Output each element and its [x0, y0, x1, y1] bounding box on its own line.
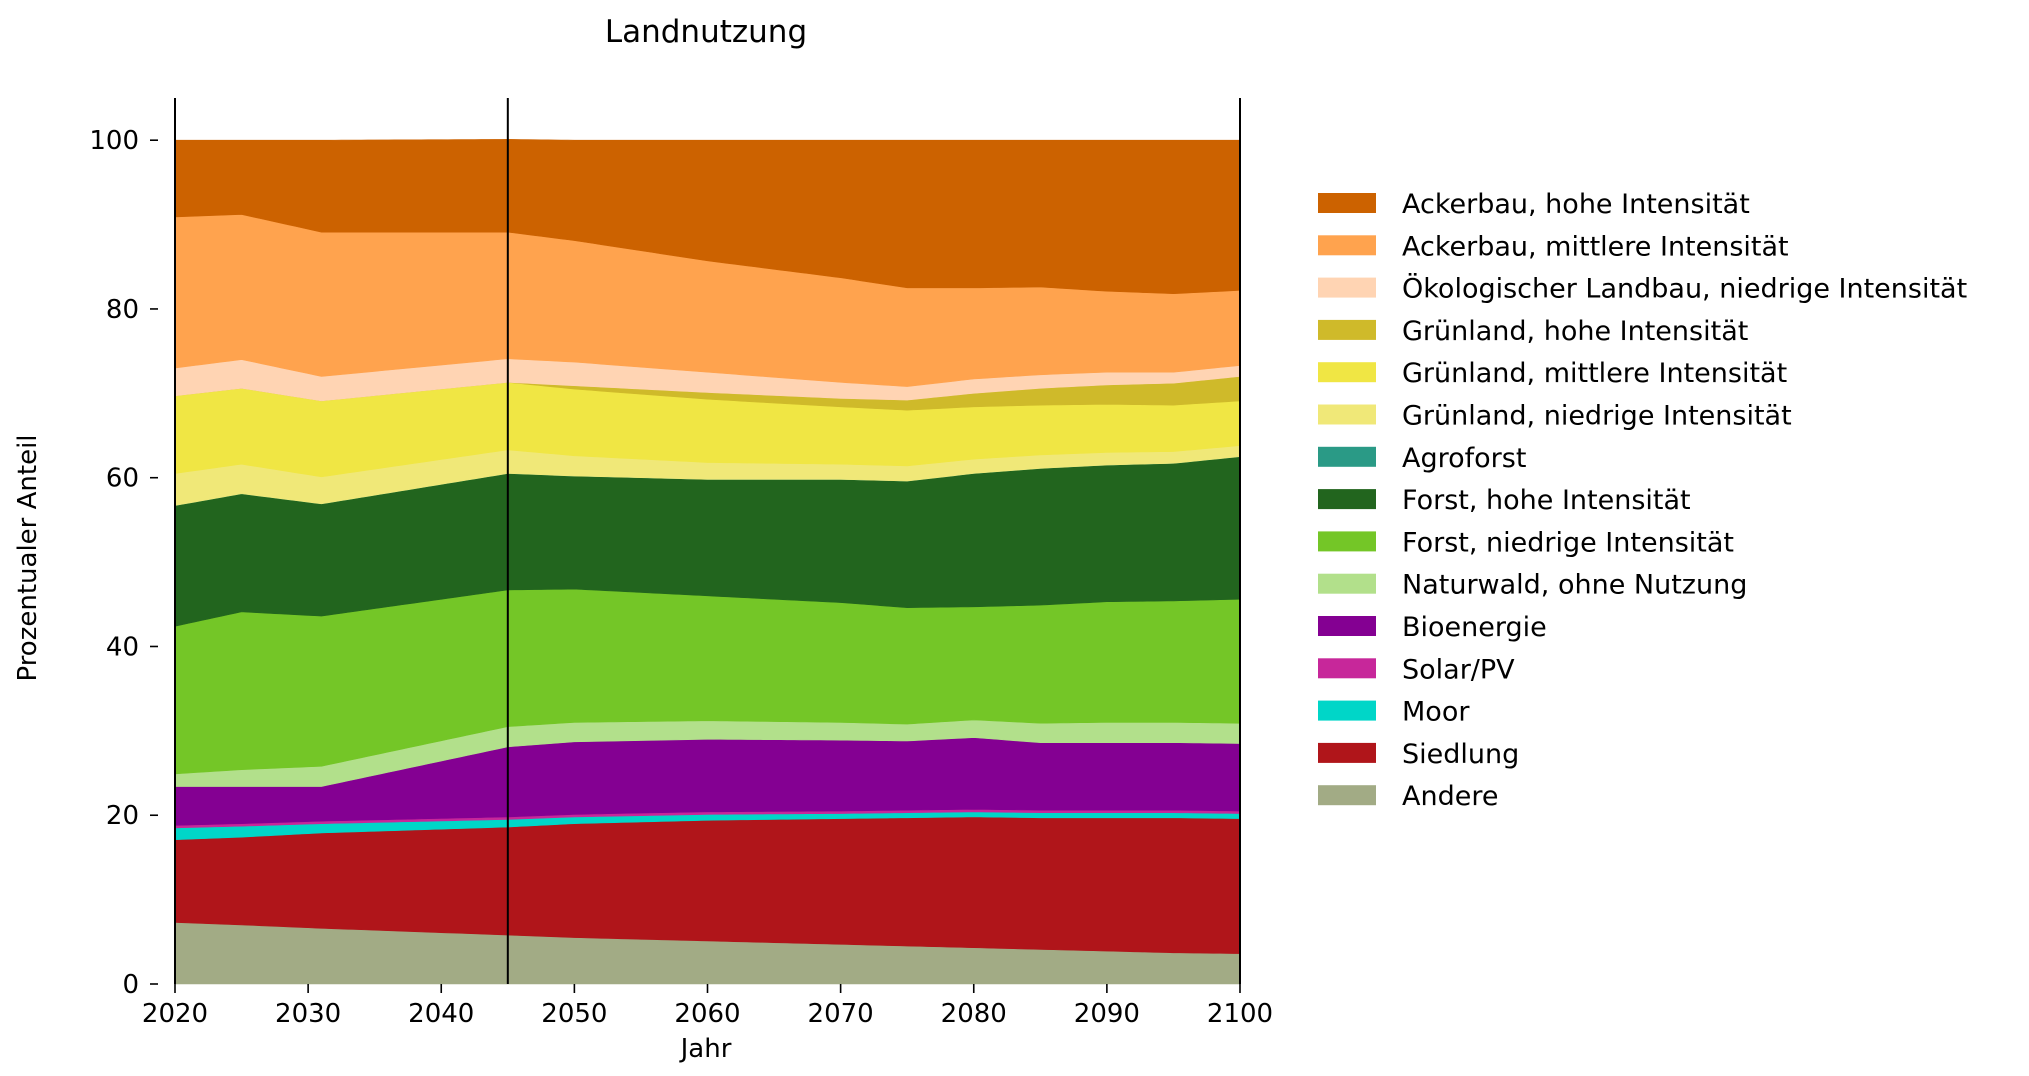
legend-swatch — [1318, 700, 1376, 721]
legend-label: Forst, niedrige Intensität — [1402, 527, 1734, 558]
legend-swatch — [1318, 658, 1376, 679]
area-layers — [174, 139, 1241, 985]
legend-label: Andere — [1402, 781, 1498, 812]
legend-swatch — [1318, 573, 1376, 594]
y-tick-label: 0 — [122, 970, 139, 1000]
legend-label: Ackerbau, mittlere Intensität — [1402, 231, 1789, 262]
y-axis: 0 20 40 60 80 100 — [89, 126, 158, 1000]
legend-label: Grünland, hohe Intensität — [1402, 316, 1748, 347]
vertical-lines — [174, 98, 1241, 984]
legend-label: Moor — [1402, 697, 1470, 728]
legend-label: Grünland, niedrige Intensität — [1402, 401, 1792, 432]
x-axis: 2020 2030 2040 2050 2060 2070 2080 2090 2100 — [142, 984, 1273, 1029]
y-tick-label: 80 — [106, 295, 139, 325]
x-tick-label: 2060 — [674, 999, 740, 1029]
x-tick-label: 2100 — [1207, 999, 1273, 1029]
legend-swatch — [1318, 616, 1376, 636]
y-axis-label: Prozentualer Anteil — [13, 434, 43, 681]
legend-swatch — [1318, 742, 1376, 763]
legend-swatch — [1318, 362, 1376, 383]
legend-label: Grünland, mittlere Intensität — [1402, 358, 1787, 389]
legend-swatch — [1318, 319, 1376, 340]
legend-swatch — [1318, 489, 1376, 510]
x-tick-label: 2050 — [541, 999, 607, 1029]
x-tick-label: 2080 — [941, 999, 1007, 1029]
x-tick-label: 2030 — [275, 999, 341, 1029]
legend-label: Siedlung — [1402, 739, 1519, 770]
legend-label: Solar/PV — [1402, 654, 1515, 685]
legend-swatch — [1318, 446, 1376, 467]
legend-swatch — [1318, 193, 1376, 213]
y-tick-label: 20 — [106, 801, 139, 831]
legend-label: Bioenergie — [1402, 612, 1547, 643]
legend-label: Ökologischer Landbau, niedrige Intensitä… — [1402, 273, 1967, 305]
legend-label: Naturwald, ohne Nutzung — [1402, 570, 1747, 601]
legend-label: Ackerbau, hohe Intensität — [1402, 189, 1750, 220]
legend-swatch — [1318, 277, 1376, 298]
chart-title: Landnutzung — [605, 14, 807, 50]
x-tick-label: 2070 — [808, 999, 874, 1029]
legend-swatch — [1318, 531, 1376, 552]
x-tick-label: 2020 — [142, 999, 208, 1029]
legend-swatch — [1318, 785, 1376, 806]
legend-swatch — [1318, 404, 1376, 425]
y-tick-label: 40 — [106, 632, 139, 662]
legend: Ackerbau, hohe Intensität Ackerbau, mittl… — [1318, 189, 1967, 812]
x-tick-label: 2090 — [1074, 999, 1140, 1029]
legend-label: Forst, hohe Intensität — [1402, 485, 1691, 516]
y-tick-label: 60 — [106, 464, 139, 494]
y-tick-label: 100 — [89, 126, 139, 156]
legend-swatch — [1318, 235, 1376, 256]
x-tick-label: 2040 — [408, 999, 474, 1029]
legend-label: Agroforst — [1402, 443, 1526, 474]
x-axis-label: Jahr — [679, 1034, 732, 1064]
